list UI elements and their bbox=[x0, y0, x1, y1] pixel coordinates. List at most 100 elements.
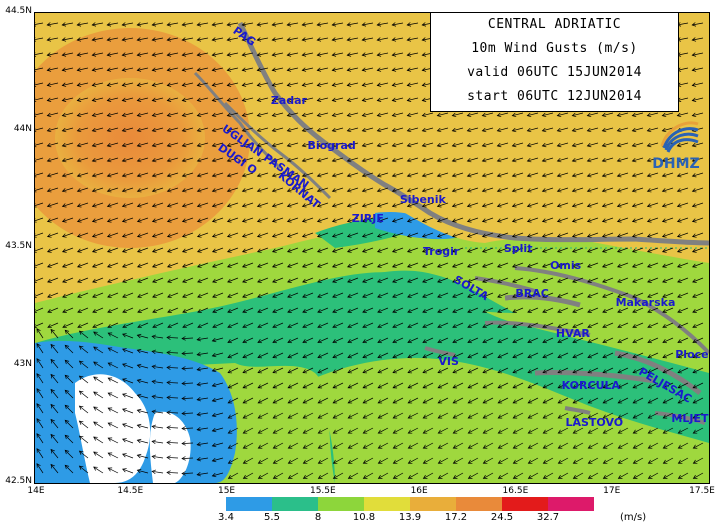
wind-arrow-head bbox=[632, 323, 637, 329]
wind-arrow bbox=[62, 37, 74, 41]
wind-arrow-head bbox=[691, 97, 697, 102]
wind-arrow bbox=[62, 187, 74, 192]
wind-arrow-head bbox=[227, 354, 233, 359]
wind-arrow-head bbox=[196, 127, 202, 133]
wind-arrow bbox=[527, 127, 539, 132]
wind-arrow bbox=[527, 277, 539, 283]
wind-arrow bbox=[197, 307, 209, 313]
wind-arrow-head bbox=[512, 429, 518, 434]
wind-arrow-head bbox=[242, 384, 248, 389]
wind-arrow bbox=[228, 472, 239, 479]
wind-arrow-head bbox=[316, 97, 322, 102]
wind-arrow bbox=[542, 142, 554, 147]
wind-arrow-head bbox=[376, 37, 382, 42]
wind-arrow-head bbox=[106, 112, 112, 118]
wind-arrow bbox=[257, 187, 269, 192]
wind-arrow bbox=[572, 247, 584, 253]
wind-arrow bbox=[317, 262, 329, 268]
wind-arrow-head bbox=[392, 308, 397, 313]
wind-arrow bbox=[633, 457, 644, 464]
wind-arrow-head bbox=[121, 203, 127, 208]
wind-arrow bbox=[632, 187, 644, 192]
wind-arrow bbox=[197, 202, 209, 207]
wind-arrow-head bbox=[631, 127, 637, 133]
wind-arrow bbox=[588, 412, 599, 419]
wind-arrow bbox=[543, 457, 554, 464]
wind-arrow bbox=[108, 422, 119, 429]
wind-arrow-head bbox=[542, 323, 547, 329]
wind-arrow bbox=[212, 247, 224, 253]
wind-arrow-head bbox=[362, 369, 368, 374]
wind-arrow-head bbox=[452, 369, 458, 374]
wind-arrow-head bbox=[78, 330, 84, 335]
wind-arrow bbox=[648, 472, 659, 479]
wind-arrow-head bbox=[286, 218, 292, 223]
wind-arrow bbox=[392, 52, 404, 56]
wind-arrow-head bbox=[272, 308, 277, 313]
wind-arrow bbox=[317, 382, 329, 389]
wind-arrow bbox=[347, 202, 359, 207]
wind-arrow-head bbox=[557, 354, 563, 359]
wind-arrow-head bbox=[301, 233, 307, 238]
wind-arrow-head bbox=[331, 52, 337, 57]
wind-arrow bbox=[602, 337, 614, 343]
wind-arrow-head bbox=[436, 188, 442, 193]
wind-arrow bbox=[377, 37, 389, 41]
wind-arrow bbox=[273, 412, 284, 419]
wind-arrow bbox=[347, 157, 359, 162]
wind-arrow-head bbox=[407, 429, 413, 434]
wind-arrow bbox=[527, 352, 539, 358]
wind-arrow bbox=[273, 427, 284, 434]
wind-arrow bbox=[422, 142, 434, 147]
wind-arrow-head bbox=[166, 127, 172, 133]
wind-arrow bbox=[35, 97, 44, 101]
wind-arrow bbox=[573, 472, 584, 479]
wind-arrow bbox=[92, 172, 104, 177]
wind-arrow-head bbox=[616, 218, 622, 223]
wind-arrow bbox=[437, 337, 449, 343]
wind-arrow bbox=[438, 412, 449, 419]
wind-arrow-head bbox=[601, 173, 607, 178]
wind-arrow bbox=[62, 307, 74, 313]
wind-arrow bbox=[212, 397, 224, 402]
wind-arrow-head bbox=[211, 188, 217, 193]
wind-arrow-head bbox=[182, 263, 187, 268]
wind-arrow bbox=[482, 262, 494, 268]
wind-arrow bbox=[47, 97, 59, 101]
wind-arrow-head bbox=[226, 203, 232, 208]
wind-arrow-head bbox=[257, 263, 262, 268]
wind-arrow-head bbox=[211, 248, 217, 253]
wind-arrow-head bbox=[151, 97, 157, 102]
wind-arrow-head bbox=[572, 444, 578, 449]
wind-arrow-head bbox=[421, 248, 427, 253]
wind-arrow bbox=[662, 157, 674, 162]
wind-arrow bbox=[47, 22, 59, 26]
wind-arrow bbox=[257, 67, 269, 71]
wind-arrow-head bbox=[541, 203, 547, 208]
wind-arrow bbox=[632, 367, 644, 373]
wind-arrow bbox=[437, 202, 449, 207]
wind-arrow-head bbox=[632, 429, 638, 434]
wind-arrow bbox=[587, 142, 599, 147]
wind-arrow bbox=[347, 337, 359, 343]
wind-arrow bbox=[92, 127, 104, 132]
wind-arrow-head bbox=[511, 248, 517, 253]
wind-arrow bbox=[497, 112, 509, 117]
wind-arrow bbox=[152, 440, 164, 444]
wind-arrow-head bbox=[497, 354, 503, 359]
wind-arrow-head bbox=[361, 52, 367, 57]
wind-arrow bbox=[197, 427, 209, 431]
wind-arrow-head bbox=[36, 448, 41, 453]
wind-arrow-head bbox=[301, 37, 307, 42]
wind-arrow bbox=[423, 472, 434, 479]
wind-arrow-head bbox=[166, 425, 171, 430]
wind-arrow-head bbox=[482, 414, 488, 419]
wind-arrow-head bbox=[527, 278, 532, 283]
wind-arrow-head bbox=[317, 474, 323, 479]
wind-arrow bbox=[92, 247, 104, 253]
wind-arrow-head bbox=[602, 293, 607, 298]
wind-arrow bbox=[257, 262, 269, 268]
wind-arrow-head bbox=[601, 127, 607, 133]
wind-arrow bbox=[377, 307, 389, 313]
wind-arrow-head bbox=[286, 157, 292, 163]
